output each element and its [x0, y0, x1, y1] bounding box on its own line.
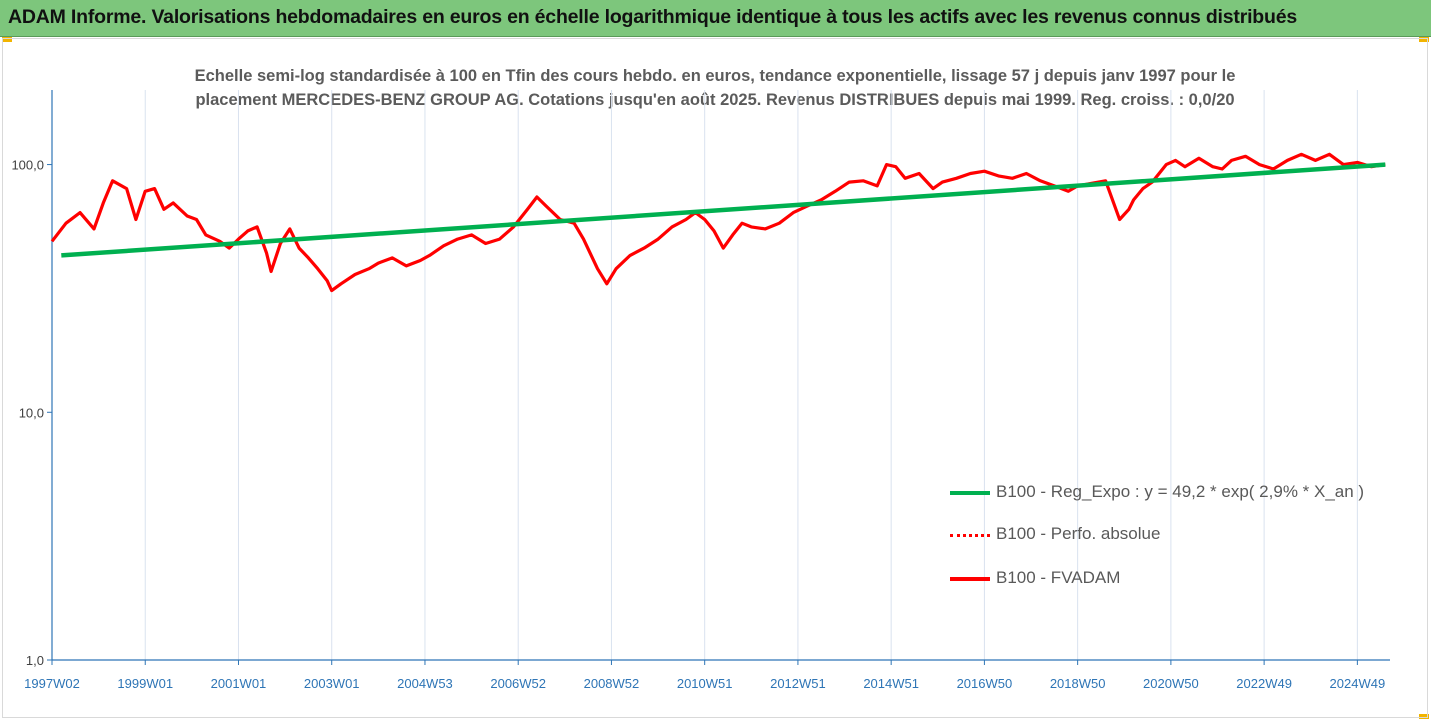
legend-label-trend: B100 - Reg_Expo : y = 49,2 * exp( 2,9% *… — [996, 482, 1365, 501]
legend-swatch-perfo — [950, 534, 990, 537]
x-tick-label: 2003W01 — [304, 676, 360, 691]
corner-marker-top-right — [1419, 37, 1429, 42]
x-tick-label: 2006W52 — [490, 676, 546, 691]
banner-title: ADAM Informe. Valorisations hebdomadaire… — [8, 6, 1298, 28]
legend-swatch-trend — [950, 491, 990, 495]
x-tick-label: 1997W02 — [24, 676, 80, 691]
x-tick-label: 2010W51 — [677, 676, 733, 691]
y-tick-label: 10,0 — [19, 405, 44, 420]
y-tick-label: 100,0 — [11, 158, 44, 173]
x-tick-label: 2014W51 — [863, 676, 919, 691]
x-tick-label: 2001W01 — [211, 676, 267, 691]
y-tick-label: 1,0 — [26, 653, 44, 668]
report-banner: ADAM Informe. Valorisations hebdomadaire… — [0, 0, 1431, 37]
x-tick-label: 2008W52 — [584, 676, 640, 691]
x-tick-label: 2018W50 — [1050, 676, 1106, 691]
x-tick-label: 2004W53 — [397, 676, 453, 691]
corner-marker-top-left — [2, 37, 12, 42]
series-line-fvadam — [50, 152, 1386, 293]
chart-title: Echelle semi-log standardisée à 100 en T… — [140, 64, 1290, 112]
x-tick-label: 2022W49 — [1236, 676, 1292, 691]
corner-marker-bottom-right — [1419, 714, 1429, 719]
series-line-trend — [61, 162, 1386, 258]
chart-frame — [2, 38, 1428, 718]
x-tick-label: 2016W50 — [957, 676, 1013, 691]
legend-label-perfo: B100 - Perfo. absolue — [996, 524, 1161, 543]
x-tick-label: 1999W01 — [117, 676, 173, 691]
x-tick-label: 2012W51 — [770, 676, 826, 691]
x-tick-label: 2024W49 — [1330, 676, 1386, 691]
legend-swatch-fvadam — [950, 577, 990, 581]
chart-title-line-2: placement MERCEDES-BENZ GROUP AG. Cotati… — [195, 91, 1235, 109]
chart-title-line-1: Echelle semi-log standardisée à 100 en T… — [194, 67, 1236, 85]
legend-label-fvadam: B100 - FVADAM — [996, 568, 1121, 587]
x-tick-label: 2020W50 — [1143, 676, 1199, 691]
